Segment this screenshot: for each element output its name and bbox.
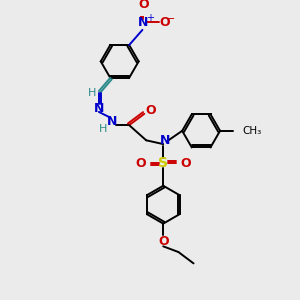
Text: O: O	[181, 157, 191, 169]
Text: N: N	[94, 102, 104, 115]
Text: O: O	[138, 0, 149, 11]
Text: H: H	[88, 88, 96, 98]
Text: N: N	[160, 134, 170, 147]
Text: −: −	[166, 14, 176, 23]
Text: N: N	[138, 16, 148, 29]
Text: N: N	[107, 115, 117, 128]
Text: O: O	[158, 235, 169, 248]
Text: O: O	[159, 16, 169, 29]
Text: O: O	[146, 104, 156, 118]
Text: S: S	[158, 156, 168, 170]
Text: O: O	[135, 157, 146, 169]
Text: CH₃: CH₃	[243, 126, 262, 136]
Text: +: +	[146, 13, 154, 22]
Text: H: H	[98, 124, 107, 134]
